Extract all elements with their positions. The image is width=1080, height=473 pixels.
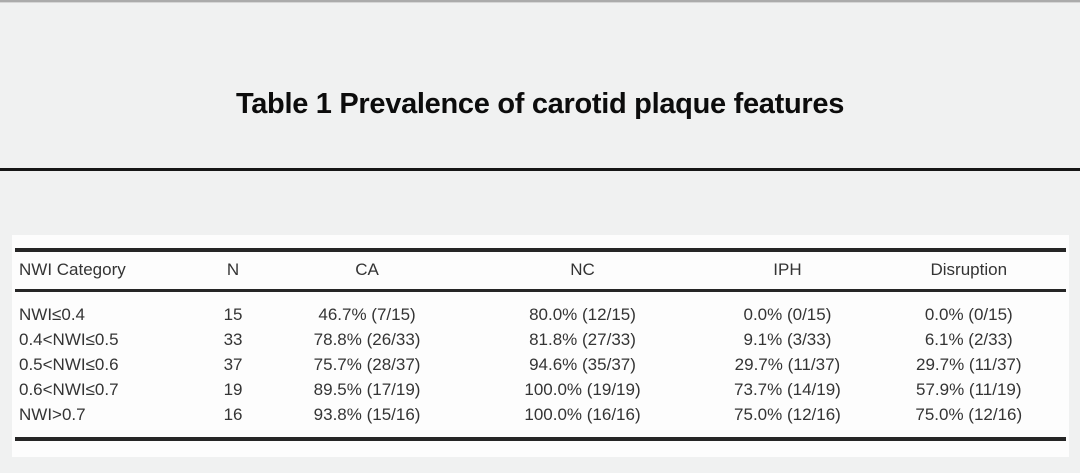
prevalence-table: NWI Category N CA NC IPH Disruption NWI≤… xyxy=(15,248,1066,441)
cell-ca: 75.7% (28/37) xyxy=(313,354,421,374)
cell-nc: 100.0% (16/16) xyxy=(524,404,641,424)
cell-n: 33 xyxy=(223,329,243,349)
cell-disruption: 29.7% (11/37) xyxy=(915,354,1022,374)
cell-n: 15 xyxy=(223,304,243,324)
cell-ca: 46.7% (7/15) xyxy=(318,304,416,324)
cell-nc: 81.8% (27/33) xyxy=(529,329,636,349)
cell-n: 16 xyxy=(223,404,243,424)
cell-nc: 100.0% (19/19) xyxy=(524,379,641,399)
cell-iph: 9.1% (3/33) xyxy=(743,329,832,349)
table-header-row: NWI Category N CA NC IPH Disruption xyxy=(15,250,1066,292)
row-label: 0.5<NWI≤0.6 xyxy=(19,354,119,374)
row-label: NWI>0.7 xyxy=(19,404,86,424)
column-header-ca: CA xyxy=(272,250,462,292)
column-header-iph: IPH xyxy=(703,250,872,292)
table-row: 0.4<NWI≤0.5 33 78.8% (26/33) 81.8% (27/3… xyxy=(15,327,1066,352)
cell-iph: 73.7% (14/19) xyxy=(734,379,841,399)
table-row: NWI≤0.4 15 46.7% (7/15) 80.0% (12/15) 0.… xyxy=(15,290,1066,327)
table-row: NWI>0.7 16 93.8% (15/16) 100.0% (16/16) … xyxy=(15,402,1066,439)
cell-disruption: 6.1% (2/33) xyxy=(924,329,1013,349)
cell-ca: 78.8% (26/33) xyxy=(313,329,421,349)
row-label: 0.6<NWI≤0.7 xyxy=(19,379,119,399)
cell-disruption: 0.0% (0/15) xyxy=(924,304,1013,324)
cell-iph: 0.0% (0/15) xyxy=(743,304,832,324)
page-title: Table 1 Prevalence of carotid plaque fea… xyxy=(235,88,845,120)
column-header-disruption: Disruption xyxy=(871,250,1066,292)
column-header-nwi-category: NWI Category xyxy=(15,250,194,292)
cell-nc: 80.0% (12/15) xyxy=(529,304,636,324)
cell-disruption: 75.0% (12/16) xyxy=(915,404,1023,424)
table-body: NWI≤0.4 15 46.7% (7/15) 80.0% (12/15) 0.… xyxy=(15,290,1066,439)
cell-disruption: 57.9% (11/19) xyxy=(915,379,1022,399)
row-label: NWI≤0.4 xyxy=(19,304,86,324)
cell-ca: 93.8% (15/16) xyxy=(313,404,421,424)
column-header-n: N xyxy=(193,250,273,292)
column-header-nc: NC xyxy=(461,250,704,292)
cell-nc: 94.6% (35/37) xyxy=(529,354,636,374)
title-separator-rule xyxy=(0,168,1080,171)
cell-ca: 89.5% (17/19) xyxy=(313,379,421,399)
cell-n: 19 xyxy=(223,379,243,399)
table-card: NWI Category N CA NC IPH Disruption NWI≤… xyxy=(12,235,1069,457)
table-row: 0.5<NWI≤0.6 37 75.7% (28/37) 94.6% (35/3… xyxy=(15,352,1066,377)
row-label: 0.4<NWI≤0.5 xyxy=(19,329,119,349)
cell-iph: 75.0% (12/16) xyxy=(734,404,841,424)
table-row: 0.6<NWI≤0.7 19 89.5% (17/19) 100.0% (19/… xyxy=(15,377,1066,402)
cell-n: 37 xyxy=(223,354,243,374)
cell-iph: 29.7% (11/37) xyxy=(734,354,841,374)
window-top-edge xyxy=(0,0,1080,3)
